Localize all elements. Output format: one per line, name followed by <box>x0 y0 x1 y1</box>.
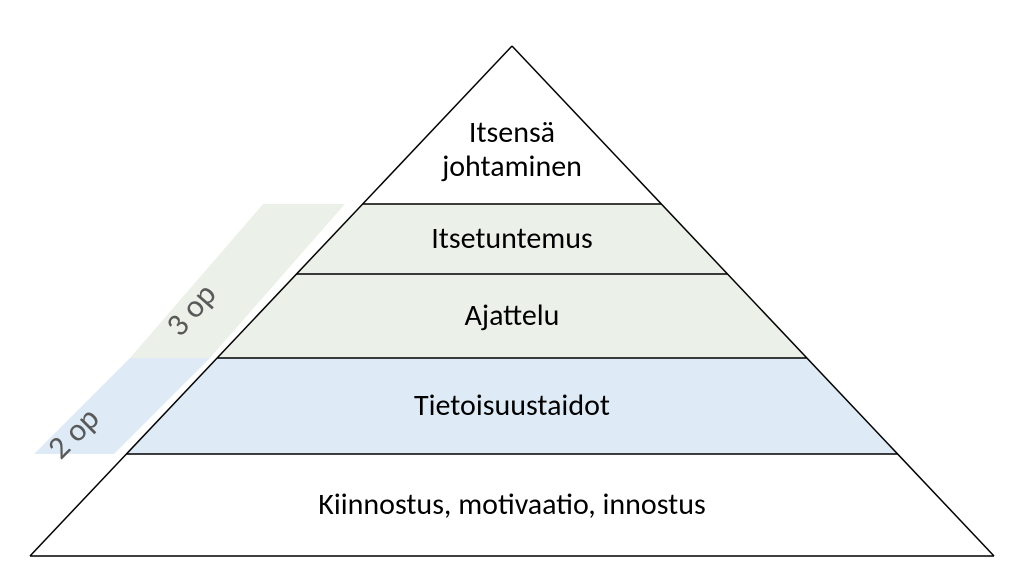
pyramid-level-label-2-line-0: Ajattelu <box>217 299 807 334</box>
pyramid-level-label-0-line-0: Itsensä <box>363 116 662 151</box>
pyramid-level-label-4-line-0: Kiinnostus, motivaatio, innostus <box>30 488 994 523</box>
pyramid-level-label-0-line-1: johtaminen <box>363 150 662 185</box>
pyramid-level-label-4: Kiinnostus, motivaatio, innostus <box>30 488 994 523</box>
pyramid-level-label-1-line-0: Itsetuntemus <box>297 222 728 257</box>
pyramid-level-label-0: Itsensäjohtaminen <box>363 116 662 185</box>
pyramid-level-label-1: Itsetuntemus <box>297 222 728 257</box>
pyramid-level-label-3: Tietoisuustaidot <box>126 389 897 424</box>
pyramid-level-label-2: Ajattelu <box>217 299 807 334</box>
pyramid-diagram: Itsensäjohtaminen Itsetuntemus Ajattelu Tie… <box>0 0 1024 576</box>
pyramid-level-label-3-line-0: Tietoisuustaidot <box>126 389 897 424</box>
